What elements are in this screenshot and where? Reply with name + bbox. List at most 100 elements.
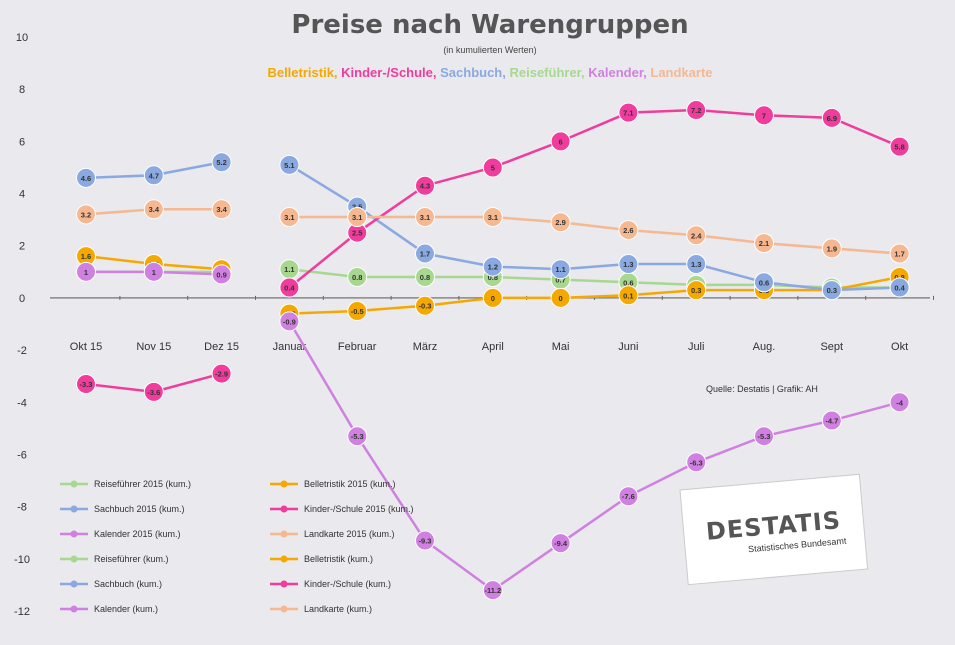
data-label: -0.9 [283, 317, 296, 326]
x-tick-label: Mai [552, 341, 570, 353]
series-3: -3.3 -3.6 -2.9 [76, 363, 232, 402]
logo-card [679, 473, 869, 586]
legend-marker [70, 480, 78, 488]
data-label: 4.6 [81, 174, 91, 183]
data-label: 2.5 [352, 229, 362, 238]
data-label: -5.3 [351, 432, 364, 441]
data-label: -11.2 [484, 586, 501, 595]
data-label: -6.3 [690, 458, 703, 467]
data-label: 3.4 [216, 205, 227, 214]
data-point [821, 238, 842, 259]
chart-subtitle: (in kumulierten Werten) [443, 45, 536, 55]
data-label: 2.6 [623, 226, 633, 235]
series-6: 1.10.80.80.80.70.60.50.50.40.4 [279, 259, 910, 298]
data-label: 0.6 [623, 278, 633, 287]
legend-marker [280, 580, 288, 588]
data-label: 5.1 [284, 161, 294, 170]
x-tick-label: April [482, 341, 504, 353]
legend-label: Belletristik (kum.) [304, 554, 373, 564]
data-point [550, 533, 571, 554]
legend-item: Kalender 2015 (kum.) [60, 529, 181, 539]
y-tick-label: 10 [16, 32, 28, 44]
data-label: -7.6 [622, 492, 635, 501]
data-label: -2.9 [215, 370, 228, 379]
legend-label: Kalender 2015 (kum.) [94, 529, 181, 539]
data-label: 0.8 [352, 273, 362, 282]
data-label: -3.6 [147, 388, 160, 397]
data-point [754, 426, 774, 447]
data-label: 1.9 [827, 244, 837, 253]
legend-label: Landkarte (kum.) [304, 604, 372, 614]
legend-label: Kinder-/Schule 2015 (kum.) [304, 504, 414, 514]
data-point [482, 256, 503, 277]
data-point [618, 285, 639, 306]
series-line [288, 320, 900, 592]
legend-label: Sachbuch 2015 (kum.) [94, 504, 185, 514]
data-label: 3.1 [488, 213, 498, 222]
data-point [143, 199, 164, 220]
legend-item: Reiseführer (kum.) [60, 554, 169, 564]
category-key-3: Reiseführer, [509, 65, 588, 80]
series-5: 3.2 3.4 3.4 [76, 199, 232, 225]
data-label: 0.4 [894, 283, 905, 292]
data-point [482, 207, 503, 228]
data-point [143, 165, 164, 186]
x-tick-label: Nov 15 [136, 341, 171, 353]
data-point [211, 363, 232, 384]
legend-label: Reiseführer (kum.) [94, 554, 169, 564]
data-point [211, 264, 232, 285]
data-label: 2.9 [555, 218, 565, 227]
data-label: 0 [491, 294, 495, 303]
category-key-4: Kalender, [588, 65, 650, 80]
y-tick-label: 4 [19, 189, 25, 201]
data-label: -3.3 [80, 380, 93, 389]
data-point [686, 253, 707, 274]
data-label: 1.1 [555, 265, 565, 274]
data-label: 0.1 [623, 291, 633, 300]
data-point [618, 220, 639, 241]
data-point [415, 295, 435, 316]
category-key-1: Kinder-/Schule, [341, 65, 440, 80]
data-point [279, 311, 300, 332]
data-label: 1.7 [420, 250, 430, 259]
data-label: 5.8 [894, 143, 904, 152]
series-line [289, 215, 900, 255]
data-label: 1 [84, 268, 88, 277]
data-point [415, 243, 435, 264]
data-point [347, 207, 368, 228]
data-point [889, 136, 910, 157]
data-label: 5 [491, 163, 495, 172]
data-point [143, 261, 164, 282]
data-point [279, 154, 300, 175]
data-label: 0.6 [759, 278, 769, 287]
data-point [686, 452, 707, 473]
legend-item: Sachbuch 2015 (kum.) [60, 504, 185, 514]
y-tick-label: -10 [14, 554, 30, 566]
legend-item: Kalender (kum.) [60, 604, 158, 614]
data-label: 2.4 [691, 231, 702, 240]
legend-marker [70, 530, 78, 538]
data-label: -0.5 [351, 307, 364, 316]
legend-item: Reiseführer 2015 (kum.) [60, 479, 191, 489]
data-label: 0.8 [488, 273, 498, 282]
series-line [288, 108, 901, 289]
destatis-logo: DESTATIS Statistisches Bundesamt [679, 473, 869, 586]
series-line [289, 267, 900, 289]
legend-item: Belletristik 2015 (kum.) [270, 479, 396, 489]
data-label: 2.1 [759, 239, 769, 248]
data-label: 0.3 [691, 286, 701, 295]
data-point [415, 267, 435, 288]
x-tick-label: Okt [891, 341, 908, 353]
data-point [279, 277, 300, 298]
data-point [550, 131, 571, 152]
legend-marker [70, 580, 78, 588]
series-layer: 1 1 1.1 1.6 1.3 1.1 4.6 4.7 5.2 -3.3 -3.6 -2.9 110.9… [76, 100, 910, 601]
data-label: 7 [762, 111, 766, 120]
data-label: 6 [559, 137, 563, 146]
y-tick-label: -6 [17, 449, 27, 461]
data-label: 0.9 [216, 270, 226, 279]
legend-label: Kalender (kum.) [94, 604, 158, 614]
legend-label: Belletristik 2015 (kum.) [304, 479, 396, 489]
